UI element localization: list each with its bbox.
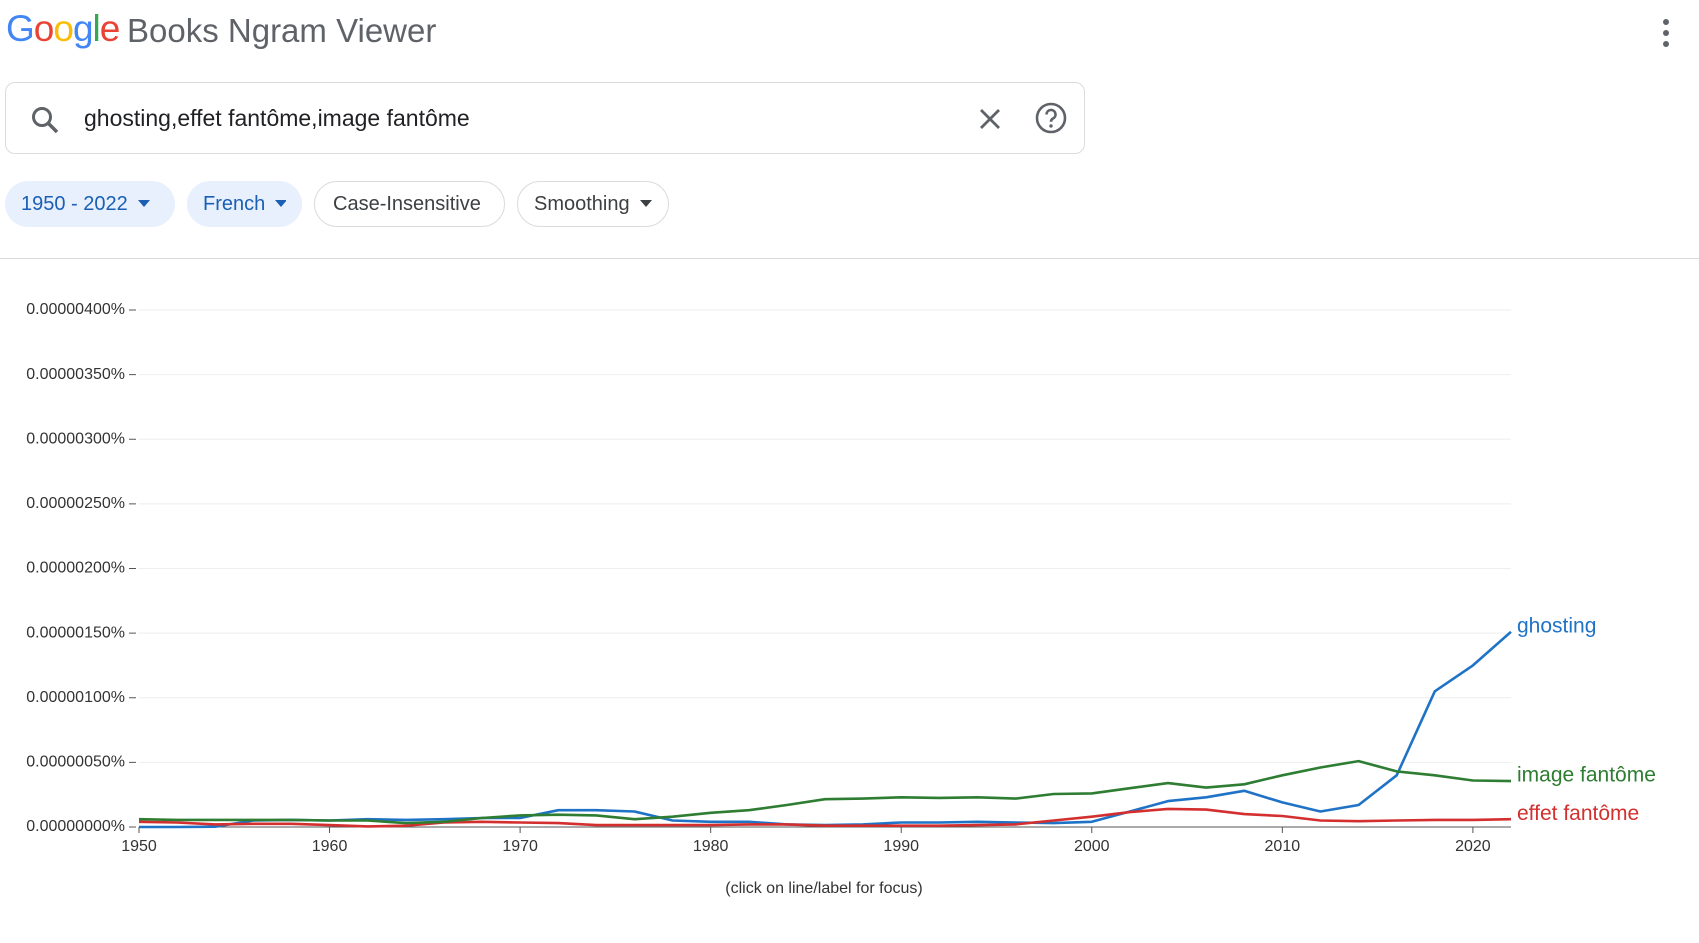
x-tick-label: 2000	[1074, 838, 1110, 855]
x-tick-label: 1960	[312, 838, 348, 855]
series-line[interactable]	[139, 630, 1512, 829]
x-tick-label: 1990	[883, 838, 919, 855]
y-tick-label: 0.00000300%	[26, 430, 125, 447]
search-icon	[32, 107, 59, 134]
smoothing-chip[interactable]: Smoothing	[517, 181, 669, 227]
app-title: Books Ngram Viewer	[127, 12, 437, 49]
y-tick-label: 0.00000200%	[26, 560, 125, 577]
y-tick-label: 0.00000050%	[26, 754, 125, 771]
chip-label: Smoothing	[534, 192, 630, 215]
series-label[interactable]: image fantôme	[1517, 764, 1656, 787]
menu-button[interactable]	[1662, 18, 1670, 48]
divider	[0, 258, 1699, 259]
x-tick-label: 2010	[1265, 838, 1301, 855]
series-label[interactable]: ghosting	[1517, 614, 1596, 637]
corpus-chip[interactable]: French	[187, 181, 302, 227]
series-label[interactable]: effet fantôme	[1517, 802, 1639, 825]
x-tick-label: 2020	[1455, 838, 1491, 855]
date-range-chip[interactable]: 1950 - 2022	[5, 181, 175, 227]
x-tick-label: 1980	[693, 838, 729, 855]
dropdown-arrow	[639, 200, 652, 207]
dropdown-arrow	[137, 200, 150, 207]
x-tick-label: 1950	[121, 838, 157, 855]
series-line[interactable]	[138, 759, 1512, 825]
help-button[interactable]	[1034, 101, 1068, 135]
chip-label: 1950 - 2022	[21, 192, 128, 215]
dropdown-arrow	[275, 200, 286, 207]
chip-label: Case-Insensitive	[333, 192, 481, 215]
search-box[interactable]: ghosting,effet fantôme,image fantôme	[5, 82, 1085, 154]
y-tick-label: 0.00000400%	[26, 301, 125, 318]
y-tick-label: 0.00000000%	[26, 818, 125, 835]
y-tick-label: 0.00000100%	[26, 689, 125, 706]
y-tick-label: 0.00000250%	[26, 495, 125, 512]
logo[interactable]: Google	[6, 8, 120, 49]
case-chip[interactable]: Case-Insensitive	[314, 181, 505, 227]
chip-label: French	[203, 192, 266, 215]
chart-note: (click on line/label for focus)	[725, 880, 922, 897]
y-tick-label: 0.00000150%	[26, 624, 125, 641]
search-query[interactable]: ghosting,effet fantôme,image fantôme	[84, 105, 470, 131]
clear-button[interactable]	[978, 107, 1002, 131]
series-line[interactable]	[138, 807, 1512, 828]
x-tick-label: 1970	[502, 838, 538, 855]
y-tick-label: 0.00000350%	[26, 366, 125, 383]
